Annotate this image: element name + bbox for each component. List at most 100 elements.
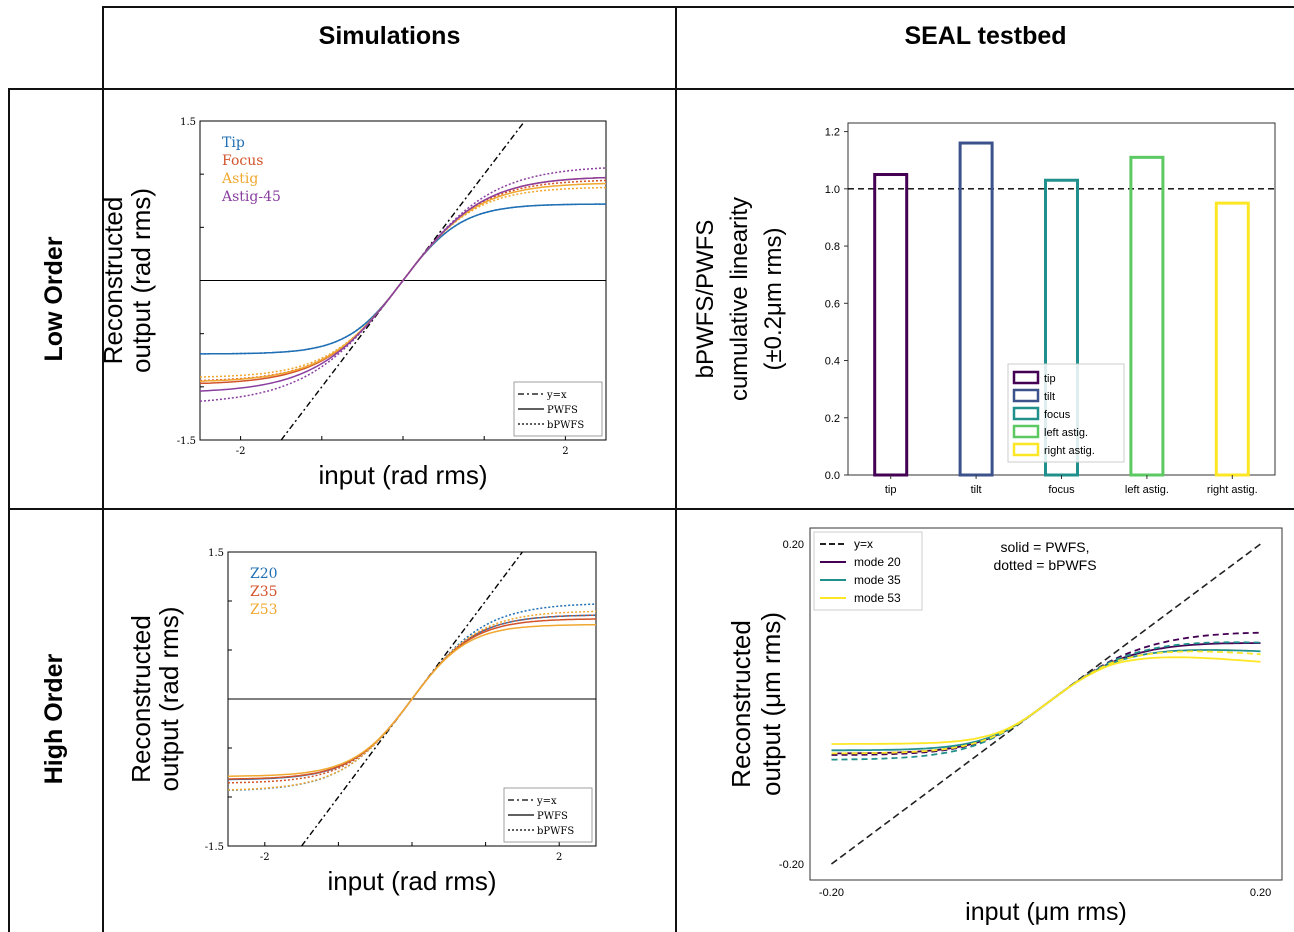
series-label-astig-45: Astig-45	[221, 189, 281, 205]
x-tick-label-1: tilt	[971, 484, 982, 496]
legend-label-2: focus	[1044, 409, 1071, 421]
x-tick-label-left: -2	[236, 446, 246, 457]
series-z53-bpwfs	[227, 610, 596, 791]
header-seal-testbed: SEAL testbed	[904, 22, 1067, 50]
series-label-focus: Focus	[222, 153, 263, 169]
series-label-astig: Astig	[221, 171, 258, 187]
y-tick-label-2: 0.4	[825, 356, 840, 368]
y-tick-label-5: 1.0	[825, 184, 840, 196]
legend-label-2: bPWFS	[547, 420, 584, 431]
grid-top	[102, 6, 1294, 8]
series-mode-0-pwfs	[831, 642, 1261, 755]
legend-label-2: mode 35	[854, 573, 901, 587]
series-label-z53: Z53	[250, 602, 278, 618]
x-tick-label-3: left astig.	[1125, 484, 1169, 496]
chart-sim-high-order: 1.5 -1.5 -2 2 Z20 Z35 Z53 y=x PWFS bPWFS input (ra…	[126, 548, 597, 896]
series-label-tip: Tip	[222, 135, 245, 151]
x-tick-label-right: 2	[556, 852, 562, 863]
y-axis-label-line2: output (rad rms)	[154, 607, 184, 792]
x-tick-label-4: right astig.	[1207, 484, 1258, 496]
series-z53-pwfs	[228, 623, 597, 777]
x-tick-label-left: -2	[260, 852, 270, 863]
grid-mid	[8, 508, 1294, 510]
series-mode-2-pwfs	[831, 656, 1261, 745]
annotation-line1: solid = PWFS,	[1000, 539, 1089, 555]
legend-swatch-1	[1012, 388, 1040, 403]
legend-label-1: tilt	[1044, 391, 1055, 403]
y-tick-label-3: 0.6	[825, 298, 840, 310]
series-astig-45-bpwfs	[199, 167, 607, 402]
x-tick-label-2: focus	[1048, 484, 1075, 496]
series-astig-45-pwfs	[199, 176, 607, 392]
x-tick-label-left: -0.20	[819, 887, 844, 899]
bar-1	[958, 141, 994, 477]
legend-label-0: y=x	[546, 390, 567, 401]
row-label-low-order: Low Order	[40, 236, 68, 362]
x-axis-label: input (μm rms)	[965, 898, 1127, 926]
x-axis-label: input (rad rms)	[327, 866, 496, 896]
y-tick-label-1: 0.2	[825, 413, 840, 425]
y-axis-label-line2: output (μm rms)	[756, 612, 786, 796]
legend-label-3: mode 53	[854, 591, 901, 605]
x-tick-label-right: 2	[562, 446, 568, 457]
legend-swatch-0	[1012, 370, 1040, 385]
row-label-high-order: High Order	[40, 653, 68, 785]
chart-sim-low-order: 1.5 -1.5 -2 2 Tip Focus Astig Astig-45 y=x PWFS bP…	[98, 117, 607, 490]
y-tick-label-0: 0.0	[825, 470, 840, 482]
series-z20-bpwfs	[227, 603, 597, 792]
chart-seal-high-order: 0.20 -0.20 -0.20 0.20 y=x mode 20 mode 35 mode …	[726, 527, 1283, 926]
series-astig-pwfs	[199, 182, 607, 382]
series-mode-1-pwfs	[831, 649, 1261, 752]
y-tick-label-top: 1.5	[180, 117, 196, 128]
legend-swatch-4	[1012, 442, 1040, 457]
y-axis-label-line1: Reconstructed	[126, 615, 156, 783]
series-tip-bpwfs	[200, 203, 606, 355]
plot-frame	[809, 527, 1283, 881]
legend-swatch-3	[1012, 424, 1040, 439]
y-axis-label-line3: (±0.2μm rms)	[760, 228, 787, 371]
legend-box	[1007, 363, 1125, 463]
y-axis-label-line1: bPWFS/PWFS	[692, 220, 719, 379]
bar-0	[873, 173, 909, 477]
legend-swatch-2	[1012, 406, 1040, 421]
annotation-line2: dotted = bPWFS	[993, 557, 1096, 573]
series-tip-pwfs	[200, 203, 606, 355]
series-label-z35: Z35	[250, 584, 278, 600]
series-label-z20: Z20	[250, 566, 278, 582]
y-tick-label-6: 1.2	[825, 127, 840, 139]
x-axis-label: input (rad rms)	[318, 460, 487, 490]
y-axis-label-line2: cumulative linearity	[726, 197, 753, 401]
y-axis-label-line1: Reconstructed	[98, 197, 128, 365]
bar-3	[1129, 155, 1165, 477]
legend-label-2: bPWFS	[537, 826, 574, 837]
legend-label-1: PWFS	[547, 405, 578, 416]
y-tick-label-bottom: -0.20	[779, 859, 804, 871]
grid-col1	[102, 6, 104, 932]
series-z20-pwfs	[228, 614, 597, 781]
legend-label-3: left astig.	[1044, 427, 1088, 439]
legend-label-1: PWFS	[537, 811, 568, 822]
y-tick-label-bottom: -1.5	[177, 436, 196, 447]
series-mode-0-bpwfs	[831, 631, 1261, 756]
y-tick-label-4: 0.8	[825, 241, 840, 253]
legend-label-4: right astig.	[1044, 445, 1095, 457]
legend-label-1: mode 20	[854, 555, 901, 569]
chart-seal-low-order: 0.0 0.2 0.4 0.6 0.8 1.0 1.2 tip tilt focus left as…	[692, 122, 1276, 496]
series-mode-2-bpwfs	[831, 650, 1261, 755]
series-z35-bpwfs	[227, 614, 597, 784]
grid-col2	[675, 6, 677, 932]
legend-label-0: y=x	[536, 796, 557, 807]
x-tick-label-0: tip	[885, 484, 897, 496]
bar-4	[1214, 201, 1250, 477]
y-tick-label-top: 1.5	[208, 548, 224, 559]
grid-left	[8, 88, 10, 932]
y-tick-label-top: 0.20	[783, 539, 804, 551]
y-tick-label-bottom: -1.5	[205, 842, 224, 853]
legend-label-0: tip	[1044, 373, 1056, 385]
y-axis-label-line1: Reconstructed	[726, 620, 756, 788]
legend-label-0: y=x	[854, 537, 873, 551]
x-tick-label-right: 0.20	[1250, 887, 1271, 899]
series-astig-bpwfs	[199, 186, 606, 378]
series-mode-1-bpwfs	[831, 641, 1261, 761]
y-axis-label-line2: output (rad rms)	[126, 188, 156, 373]
